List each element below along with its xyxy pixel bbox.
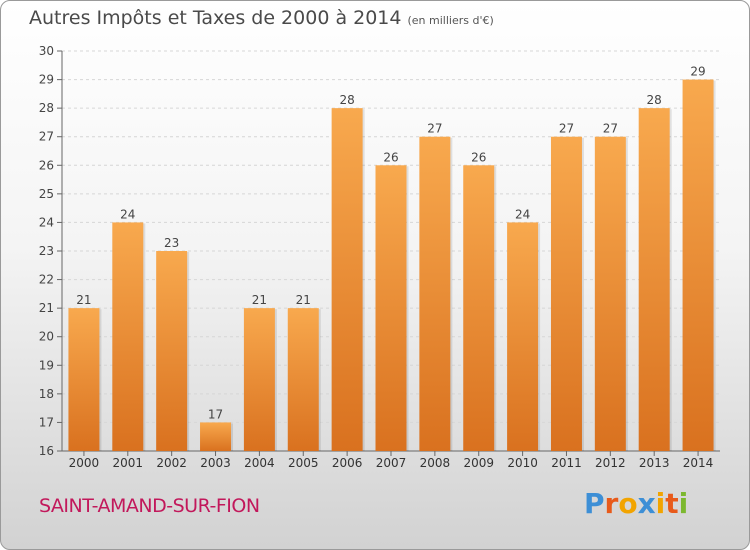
bar-2009	[463, 165, 495, 452]
data-label: 28	[647, 93, 662, 107]
x-tick-label: 2005	[288, 456, 319, 470]
x-tick-label: 2010	[507, 456, 538, 470]
data-label: 26	[383, 150, 398, 164]
x-tick-label: 2012	[595, 456, 626, 470]
data-label: 21	[252, 293, 267, 307]
data-label: 29	[690, 65, 705, 79]
bar-2006	[331, 108, 363, 452]
y-tick-label: 18	[39, 387, 54, 401]
x-tick-label: 2008	[420, 456, 451, 470]
x-tick-label: 2007	[376, 456, 407, 470]
y-tick-label: 30	[39, 44, 54, 58]
bar-2002	[156, 251, 188, 451]
y-tick-label: 29	[39, 73, 54, 87]
x-tick-label: 2009	[463, 456, 494, 470]
y-tick-label: 22	[39, 273, 54, 287]
x-tick-label: 2011	[551, 456, 582, 470]
data-label: 28	[339, 93, 354, 107]
data-label: 23	[164, 236, 179, 250]
data-label: 17	[208, 407, 223, 421]
data-label: 26	[471, 150, 486, 164]
bar-2001	[112, 222, 144, 451]
x-tick-label: 2006	[332, 456, 363, 470]
x-tick-label: 2013	[639, 456, 670, 470]
x-tick-label: 2001	[113, 456, 144, 470]
x-tick-label: 2004	[244, 456, 275, 470]
labels: 16 17 18 19 20 21 22 23 24 25 26 27 28 29 30 21 2000 24 20…	[39, 44, 714, 470]
bar-2005	[287, 308, 319, 451]
y-tick-label: 17	[39, 415, 54, 429]
data-label: 27	[603, 122, 618, 136]
y-tick-label: 26	[39, 158, 54, 172]
y-tick-label: 25	[39, 187, 54, 201]
proxiti-logo: Proxiti	[584, 487, 689, 520]
bar-2013	[638, 108, 670, 452]
x-tick-label: 2014	[683, 456, 714, 470]
bar-2003	[200, 422, 232, 451]
bar-2008	[419, 136, 451, 451]
y-tick-label: 24	[39, 215, 54, 229]
data-label: 24	[515, 207, 530, 221]
bar-2014	[682, 79, 714, 452]
y-tick-label: 28	[39, 101, 54, 115]
y-tick-label: 27	[39, 130, 54, 144]
chart-subtitle: (en milliers d'€)	[407, 14, 494, 27]
bar-2000	[68, 308, 100, 451]
bar-2011	[550, 136, 582, 451]
y-tick-label: 21	[39, 301, 54, 315]
y-tick-label: 19	[39, 358, 54, 372]
bar-2007	[375, 165, 407, 452]
y-tick-label: 20	[39, 330, 54, 344]
x-tick-label: 2000	[69, 456, 100, 470]
data-label: 27	[427, 122, 442, 136]
data-label: 21	[296, 293, 311, 307]
bar-2012	[594, 136, 626, 451]
x-tick-label: 2003	[200, 456, 231, 470]
data-label: 24	[120, 207, 135, 221]
bars	[68, 79, 716, 452]
y-tick-label: 23	[39, 244, 54, 258]
data-label: 27	[559, 122, 574, 136]
bar-2004	[243, 308, 275, 451]
location-name: SAINT-AMAND-SUR-FION	[39, 495, 260, 517]
x-tick-label: 2002	[156, 456, 187, 470]
y-tick-label: 16	[39, 444, 54, 458]
bar-2010	[507, 222, 539, 451]
chart-title: Autres Impôts et Taxes de 2000 à 2014 (en…	[29, 7, 494, 29]
data-label: 21	[76, 293, 91, 307]
